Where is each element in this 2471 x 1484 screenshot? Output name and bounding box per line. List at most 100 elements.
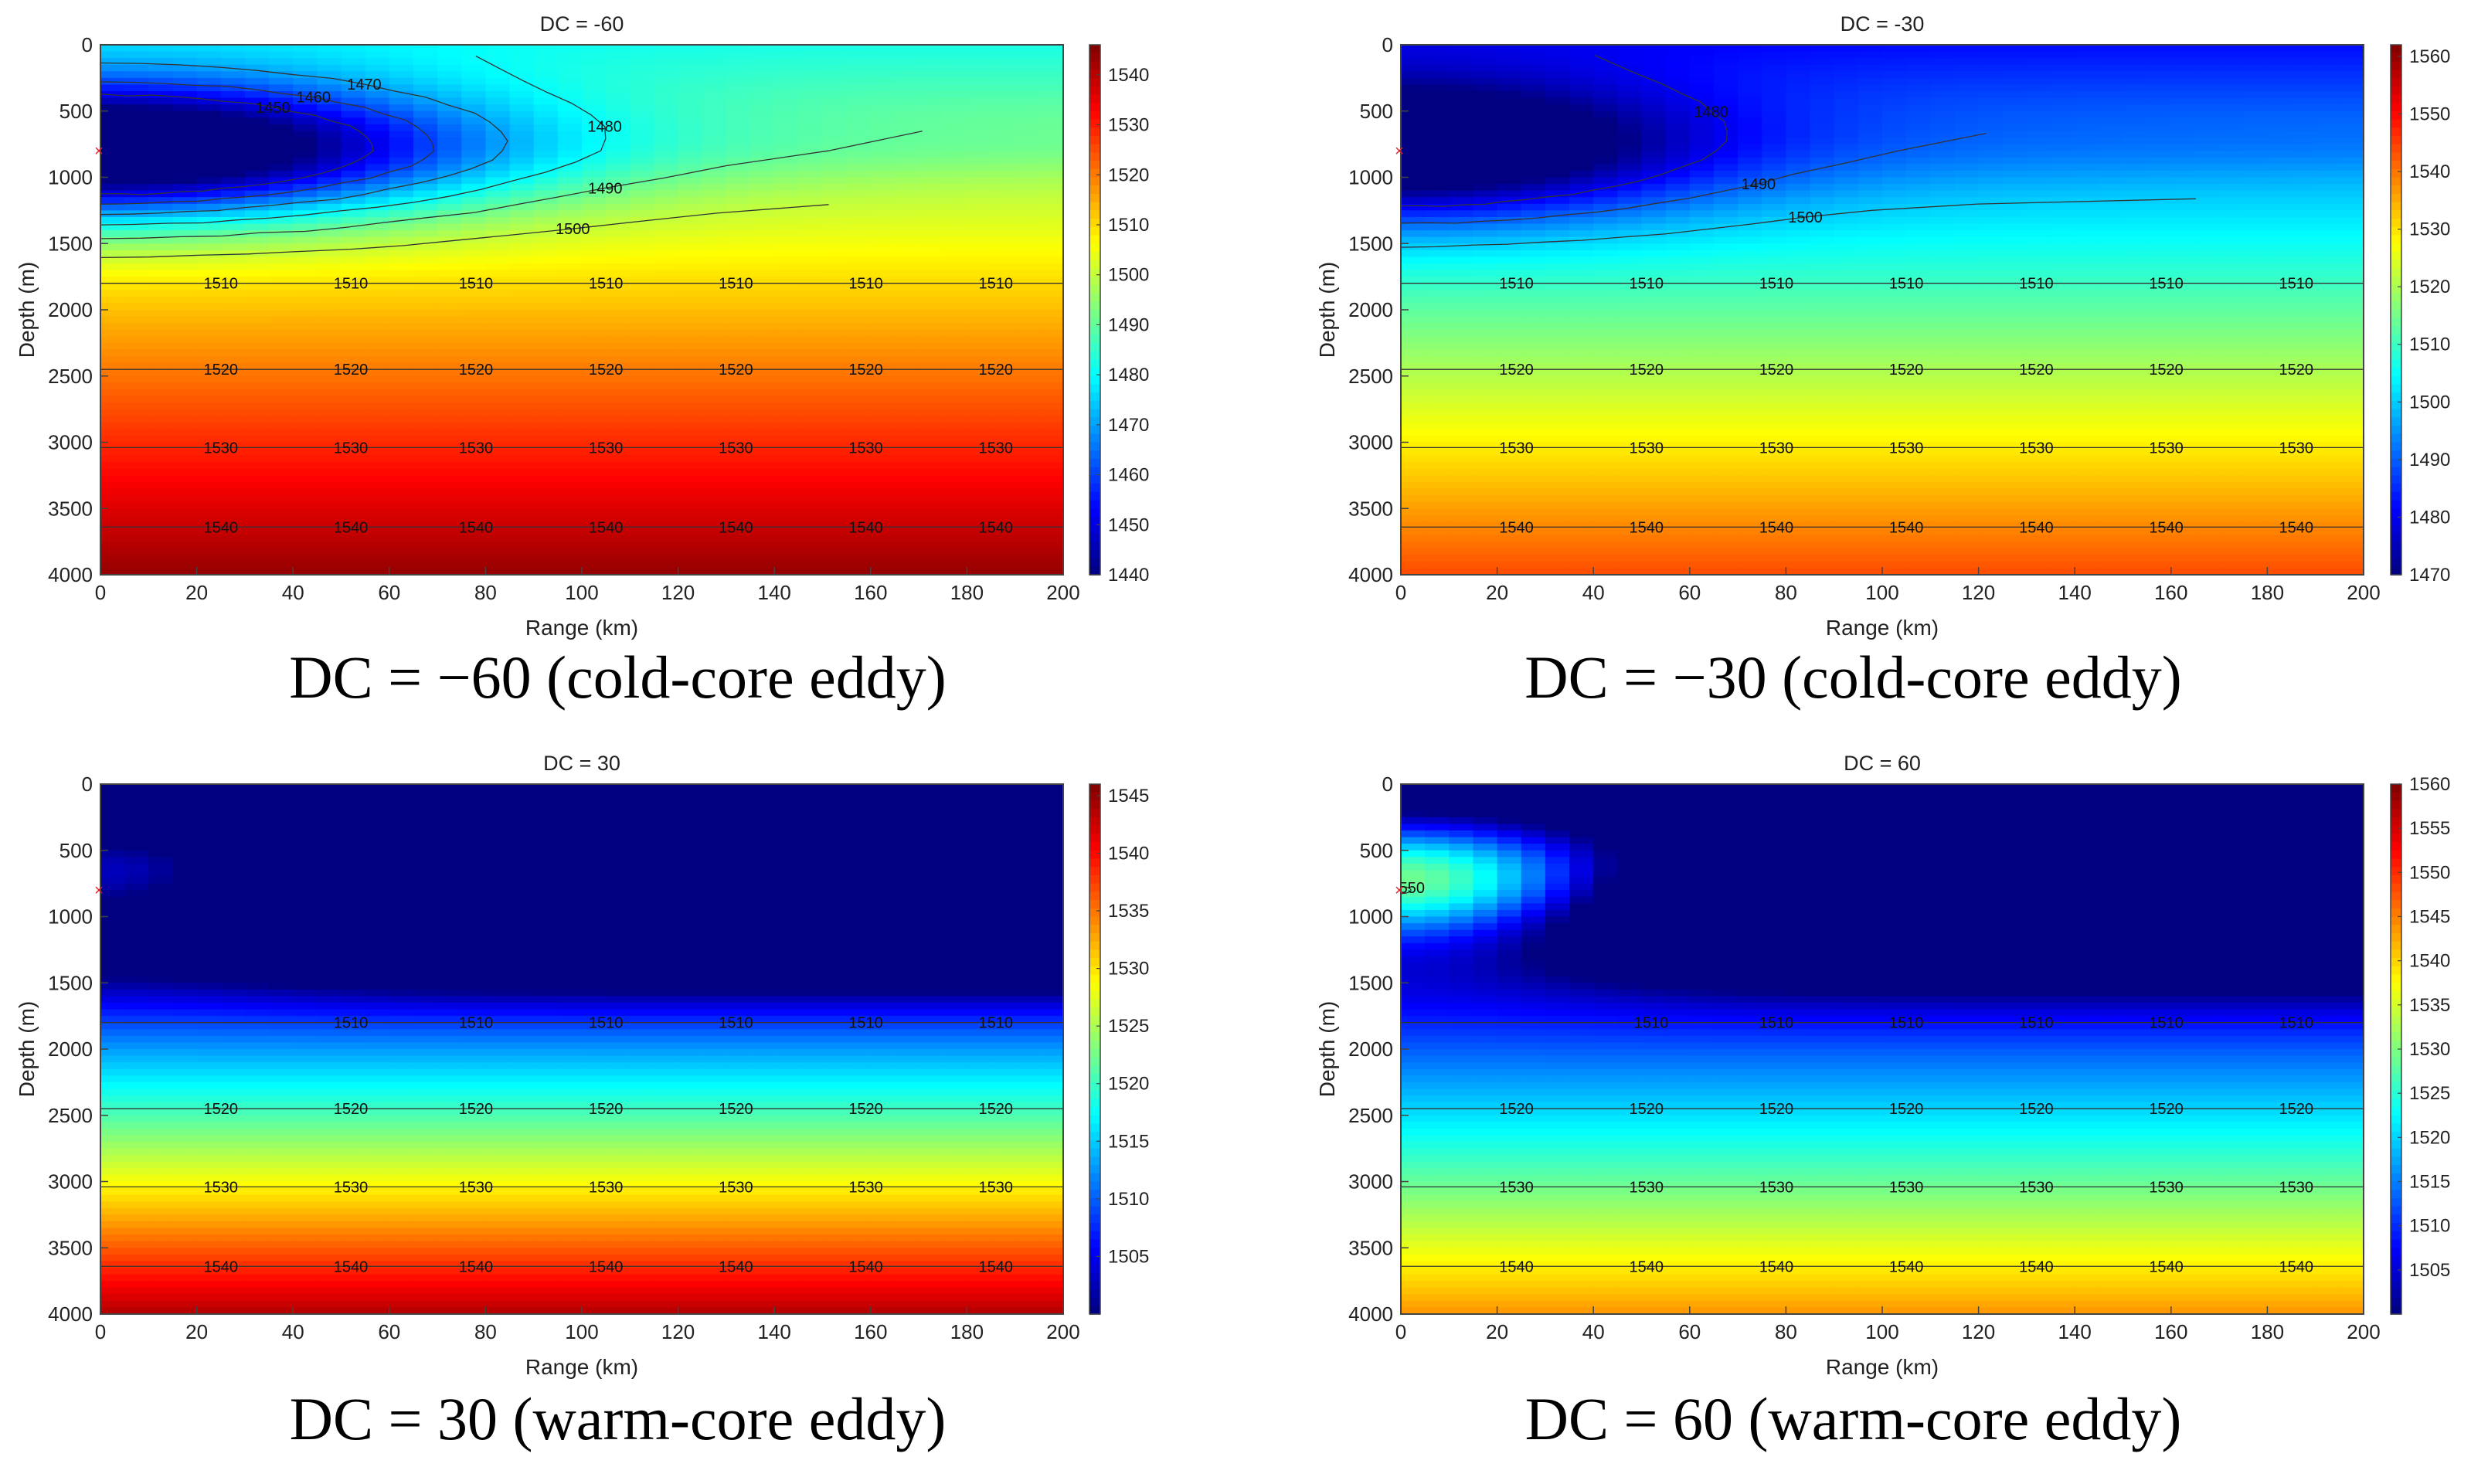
field-cell — [870, 170, 896, 178]
field-cell — [269, 521, 294, 529]
field-cell — [774, 117, 800, 125]
field-cell — [2194, 51, 2220, 59]
field-cell — [509, 555, 535, 562]
field-cell — [533, 409, 559, 417]
field-cell — [774, 528, 800, 536]
field-cell — [943, 568, 968, 575]
field-cell — [846, 58, 872, 66]
field-cell — [389, 442, 414, 450]
field-cell — [341, 58, 366, 66]
field-cell — [991, 336, 1016, 344]
field-cell — [582, 323, 607, 331]
field-cell — [822, 210, 848, 218]
field-cell — [461, 389, 487, 397]
field-cell — [2315, 45, 2340, 53]
field-cell — [389, 495, 414, 503]
field-cell — [1569, 223, 1594, 231]
field-cell — [437, 396, 463, 403]
field-cell — [365, 521, 390, 529]
field-cell — [2243, 250, 2269, 258]
field-cell — [919, 77, 944, 86]
field-cell — [919, 110, 944, 119]
field-cell — [389, 316, 414, 324]
field-cell — [485, 230, 511, 238]
field-cell — [389, 329, 414, 338]
field-cell — [437, 170, 463, 178]
field-cell — [2123, 230, 2148, 238]
field-cell — [726, 535, 751, 542]
field-cell — [124, 481, 150, 490]
field-cell — [172, 256, 198, 264]
field-cell — [798, 303, 824, 311]
field-cell — [774, 555, 800, 562]
field-cell — [606, 77, 631, 86]
field-cell — [220, 110, 246, 119]
field-cell — [606, 71, 631, 79]
field-cell — [461, 488, 487, 496]
field-cell — [870, 58, 896, 66]
field-cell — [533, 521, 559, 529]
field-cell — [389, 270, 414, 277]
field-cell — [2002, 157, 2027, 165]
field-cell — [437, 362, 463, 370]
field-cell — [148, 382, 174, 390]
field-cell — [726, 475, 751, 483]
field-cell — [461, 455, 487, 464]
field-cell — [870, 501, 896, 510]
field-cell — [822, 488, 848, 496]
field-cell — [269, 416, 294, 423]
field-cell — [606, 230, 631, 238]
field-cell — [991, 429, 1016, 436]
field-cell — [100, 329, 125, 338]
field-cell — [2219, 117, 2245, 125]
field-cell — [1954, 243, 1980, 251]
field-cell — [1015, 449, 1040, 457]
field-cell — [244, 548, 270, 556]
field-cell — [1545, 157, 1570, 165]
field-cell — [413, 216, 438, 225]
field-cell — [1978, 117, 2004, 125]
field-cell — [1738, 45, 1763, 53]
field-cell — [1038, 223, 1063, 231]
field-cell — [269, 382, 294, 390]
field-cell — [437, 283, 463, 291]
field-cell — [1713, 283, 1739, 291]
field-cell — [870, 263, 896, 271]
field-cell — [1497, 277, 1522, 284]
contour-label: 1510 — [204, 276, 239, 293]
field-cell — [678, 170, 703, 178]
field-cell — [2026, 117, 2051, 125]
field-cell — [1473, 310, 1498, 318]
field-cell — [485, 548, 511, 556]
field-cell — [1978, 170, 2004, 178]
field-cell — [1545, 203, 1570, 212]
field-cell — [726, 462, 751, 470]
field-cell — [822, 336, 848, 344]
field-cell — [244, 495, 270, 503]
field-cell — [1038, 277, 1063, 284]
field-cell — [293, 409, 318, 417]
colorbar-segment — [1089, 525, 1100, 535]
field-cell — [654, 342, 679, 351]
field-cell — [2339, 290, 2364, 297]
contour-label: 1520 — [459, 362, 494, 379]
field-cell — [1449, 203, 1474, 212]
field-cell — [1762, 283, 1787, 291]
field-cell — [822, 481, 848, 490]
field-cell — [1401, 223, 1426, 231]
field-cell — [1015, 535, 1040, 542]
field-cell — [1786, 203, 1811, 212]
field-cell — [726, 508, 751, 516]
field-cell — [2170, 110, 2196, 119]
field-cell — [2146, 84, 2172, 92]
field-cell — [1834, 151, 1859, 158]
field-cell — [1015, 475, 1040, 483]
field-cell — [389, 435, 414, 443]
field-cell — [1593, 138, 1619, 145]
field-cell — [870, 190, 896, 199]
field-cell — [630, 51, 655, 59]
field-cell — [413, 349, 438, 357]
field-cell — [1762, 164, 1787, 171]
field-cell — [509, 263, 535, 271]
field-cell — [557, 263, 583, 271]
